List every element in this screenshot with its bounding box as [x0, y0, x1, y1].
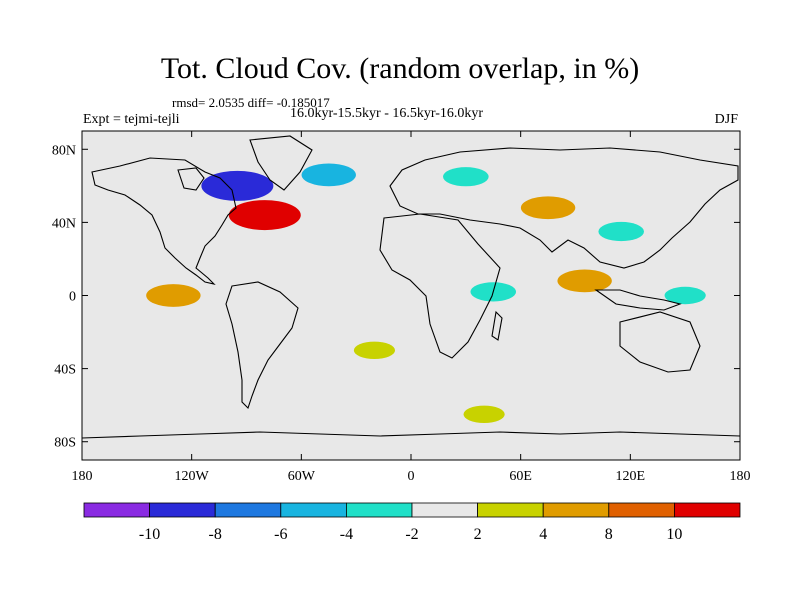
- x-tick-label-2: 60W: [288, 469, 316, 484]
- anomaly-blob-12: [463, 405, 505, 424]
- x-tick-label-4: 60E: [509, 469, 532, 484]
- coastline-australia: [619, 311, 701, 373]
- colorbar-label-7: 8: [605, 526, 613, 543]
- x-tick-label-5: 120E: [616, 469, 646, 484]
- colorbar-swatch-7: [542, 502, 610, 518]
- coastline-antarctica: [82, 431, 740, 439]
- y-tick-label-1: 40N: [52, 216, 76, 231]
- coastline-eurasia: [389, 147, 739, 269]
- stats-label: rmsd= 2.0535 diff= -0.185017: [172, 95, 330, 110]
- anomaly-blob-9: [557, 269, 612, 293]
- colorbar-label-4: -2: [405, 526, 418, 543]
- period-label: 16.0kyr-15.5kyr - 16.5kyr-16.0kyr: [290, 106, 484, 121]
- anomaly-blob-3: [301, 163, 356, 187]
- anomaly-blob-7: [146, 284, 201, 307]
- anomaly-blob-2: [228, 200, 301, 231]
- anomaly-blob-5: [520, 196, 576, 220]
- anomaly-blob-10: [664, 286, 706, 305]
- colorbar: -10 -8 -6 -4 -2 2 4 8 10: [83, 502, 741, 543]
- colorbar-label-0: -10: [139, 526, 160, 543]
- anomaly-blob-6: [598, 221, 644, 242]
- x-tick-label-6: 180: [730, 469, 751, 484]
- colorbar-label-8: 10: [666, 526, 682, 543]
- x-tick-label-3: 0: [408, 469, 415, 484]
- y-tick-label-3: 40S: [54, 363, 76, 378]
- colorbar-label-3: -4: [340, 526, 353, 543]
- colorbar-label-5: 2: [474, 526, 482, 543]
- coastline-north-america: [91, 157, 237, 285]
- x-tick-label-0: 180: [72, 469, 93, 484]
- colorbar-swatch-2: [214, 502, 282, 518]
- map-area: [82, 131, 740, 460]
- coastline-south-america: [225, 281, 299, 410]
- y-tick-label-4: 80S: [54, 436, 76, 451]
- y-tick-label-2: 0: [69, 290, 76, 305]
- colorbar-swatch-5: [411, 502, 478, 518]
- map-axes: 180 120W 60W 0 60E 120E 180 80N 40N 0 40S 80S: [52, 131, 751, 484]
- coastlines: [82, 135, 740, 439]
- chart-title: Tot. Cloud Cov. (random overlap, in %): [160, 52, 640, 85]
- x-tick-label-1: 120W: [175, 469, 210, 484]
- colorbar-swatch-1: [149, 502, 216, 518]
- colorbar-swatch-6: [477, 502, 544, 518]
- colorbar-swatch-0: [83, 502, 150, 518]
- anomaly-blob-4: [443, 167, 489, 187]
- coastline-hudson-bay: [177, 167, 205, 191]
- colorbar-swatch-8: [608, 502, 675, 518]
- colorbar-label-1: -8: [209, 526, 222, 543]
- y-tick-label-0: 80N: [52, 143, 76, 158]
- colorbar-swatch-3: [280, 502, 347, 518]
- coastline-madagascar: [491, 310, 503, 341]
- experiment-label: Expt = tejmi-tejli: [83, 112, 180, 127]
- coastline-greenland: [249, 135, 313, 191]
- colorbar-swatch-9: [674, 502, 741, 518]
- anomaly-blob-11: [353, 341, 396, 360]
- colorbar-swatch-4: [345, 502, 413, 518]
- season-label: DJF: [714, 112, 738, 127]
- colorbar-label-2: -6: [274, 526, 287, 543]
- coastline-africa: [379, 213, 501, 359]
- coastline-maritime-continent: [594, 289, 682, 311]
- colorbar-label-6: 4: [539, 526, 547, 543]
